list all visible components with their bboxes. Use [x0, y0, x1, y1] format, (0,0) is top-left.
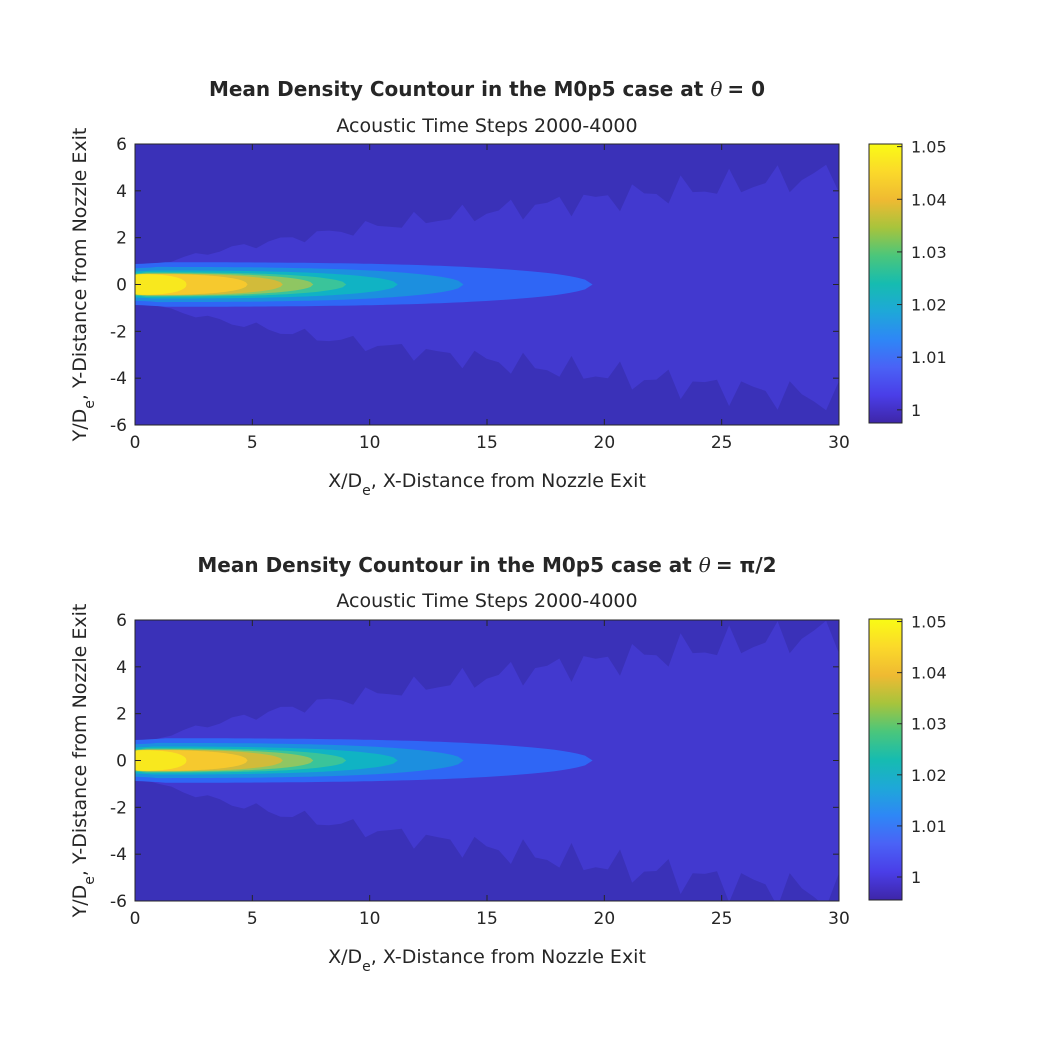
y-tick-label: 0	[116, 276, 127, 296]
x-tick-label: 5	[247, 433, 258, 453]
y-tick-label: -2	[110, 798, 127, 818]
x-axis-label-rest: , X-Distance from Nozzle Exit	[371, 470, 646, 492]
contour-level-1.048	[135, 750, 187, 771]
chart-title-symbol: θ	[710, 77, 722, 101]
colorbar	[868, 143, 903, 424]
y-tick-label: 4	[116, 182, 127, 202]
x-tick-label: 0	[130, 433, 141, 453]
x-axis-label: X/De, X-Distance from Nozzle Exit	[328, 470, 646, 499]
chart-subtitle: Acoustic Time Steps 2000-4000	[336, 115, 637, 137]
y-tick-label: -2	[110, 322, 127, 342]
colorbar-tick-label: 1.03	[911, 715, 947, 734]
x-tick-label: 20	[594, 433, 616, 453]
x-tick-label: 25	[711, 433, 733, 453]
x-tick-label: 5	[247, 909, 258, 929]
colorbar-tick-label: 1.01	[911, 817, 947, 836]
colorbar	[868, 618, 903, 901]
chart-title: Mean Density Countour in the M0p5 case a…	[197, 553, 776, 577]
x-tick-label: 10	[359, 433, 381, 453]
y-tick-label: 6	[116, 135, 127, 155]
x-axis-label-sub: e	[362, 483, 371, 499]
y-axis-label-rest: , Y-Distance from Nozzle Exit	[69, 128, 91, 400]
y-tick-label: -4	[110, 845, 127, 865]
contour-plot-area	[135, 620, 839, 901]
y-tick-label: 0	[116, 752, 127, 772]
y-axis-label: Y/De, Y-Distance from Nozzle Exit	[69, 604, 98, 919]
colorbar-tick-label: 1.04	[911, 664, 947, 683]
contour-plot-area	[135, 144, 839, 425]
x-axis-label-main: X/D	[328, 946, 362, 968]
x-axis-label-main: X/D	[328, 470, 362, 492]
x-tick-label: 10	[359, 909, 381, 929]
x-tick-label: 30	[828, 909, 850, 929]
colorbar-tick-label: 1.02	[911, 296, 947, 315]
x-axis-label: X/De, X-Distance from Nozzle Exit	[328, 946, 646, 975]
y-tick-label: 2	[116, 705, 127, 725]
chart-title: Mean Density Countour in the M0p5 case a…	[209, 77, 765, 101]
colorbar-tick-label: 1.05	[911, 613, 947, 632]
chart-title-value: = π/2	[716, 553, 777, 577]
x-tick-label: 15	[476, 433, 498, 453]
x-axis-label-rest: , X-Distance from Nozzle Exit	[371, 946, 646, 968]
colorbar-tick-label: 1.02	[911, 766, 947, 785]
y-axis-label-sub: e	[82, 400, 98, 409]
x-tick-label: 30	[828, 433, 850, 453]
x-tick-label: 15	[476, 909, 498, 929]
colorbar-tick-label: 1.05	[911, 138, 947, 157]
y-axis-label-sub: e	[82, 876, 98, 885]
contour-level-1.048	[135, 274, 187, 295]
y-axis-label-main: Y/D	[69, 409, 91, 443]
x-tick-label: 20	[594, 909, 616, 929]
x-tick-label: 25	[711, 909, 733, 929]
y-axis-label-main: Y/D	[69, 885, 91, 919]
x-axis-label-sub: e	[362, 959, 371, 975]
colorbar-tick-label: 1	[911, 401, 921, 420]
chart-title-symbol: θ	[699, 553, 711, 577]
colorbar-tick-label: 1.04	[911, 190, 947, 209]
chart-title-text: Mean Density Countour in the M0p5 case a…	[209, 77, 710, 101]
y-tick-label: 2	[116, 229, 127, 249]
colorbar-tick-label: 1	[911, 868, 921, 887]
colorbar-tick-label: 1.03	[911, 243, 947, 262]
x-tick-label: 0	[130, 909, 141, 929]
chart-subtitle: Acoustic Time Steps 2000-4000	[336, 590, 637, 612]
chart-title-value: = 0	[727, 77, 765, 101]
colorbar-tick-label: 1.01	[911, 348, 947, 367]
y-axis-label-rest: , Y-Distance from Nozzle Exit	[69, 604, 91, 876]
y-tick-label: 6	[116, 611, 127, 631]
y-tick-label: -4	[110, 369, 127, 389]
y-tick-label: 4	[116, 658, 127, 678]
y-tick-label: -6	[110, 892, 127, 912]
y-axis-label: Y/De, Y-Distance from Nozzle Exit	[69, 128, 98, 443]
chart-title-text: Mean Density Countour in the M0p5 case a…	[197, 553, 698, 577]
y-tick-label: -6	[110, 416, 127, 436]
